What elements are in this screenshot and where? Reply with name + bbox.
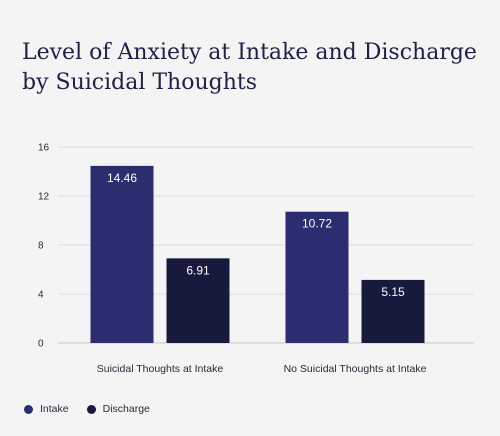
- y-tick-label: 16: [38, 143, 50, 154]
- bar-discharge-2: [361, 279, 425, 343]
- legend-label: Discharge: [102, 403, 150, 415]
- data-label: 14.46: [107, 171, 137, 185]
- data-label: 5.15: [381, 285, 405, 299]
- legend-item-discharge: Discharge: [86, 403, 150, 415]
- legend-item-intake: Intake: [24, 403, 69, 415]
- chart-title: Level of Anxiety at Intake and Discharge…: [22, 40, 477, 95]
- legend-swatch: [24, 404, 33, 414]
- legend-label: Intake: [40, 403, 69, 415]
- data-label: 10.72: [302, 217, 332, 231]
- y-tick-label: 8: [38, 241, 44, 252]
- bars: [90, 165, 425, 343]
- data-labels: 14.46 6.91 10.72 5.15: [107, 171, 405, 299]
- y-axis-ticks: 0 4 8 12 16: [38, 143, 50, 350]
- category-label: Suicidal Thoughts at Intake: [97, 363, 224, 375]
- y-tick-label: 4: [38, 290, 44, 301]
- legend-swatch: [86, 404, 96, 414]
- category-label: No Suicidal Thoughts at Intake: [284, 363, 427, 375]
- bar-intake-2: [285, 211, 349, 343]
- bar-intake-1: [90, 165, 154, 343]
- legend: Intake Discharge: [24, 403, 168, 415]
- bar-discharge-1: [166, 258, 230, 343]
- data-label: 6.91: [186, 263, 210, 277]
- y-tick-label: 12: [38, 192, 50, 203]
- y-tick-label: 0: [38, 339, 44, 350]
- category-labels: Suicidal Thoughts at Intake No Suicidal T…: [97, 363, 427, 375]
